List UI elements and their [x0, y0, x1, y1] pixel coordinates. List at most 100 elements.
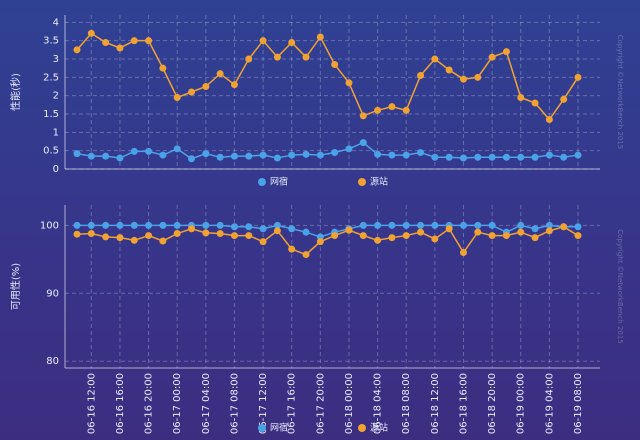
data-point [230, 232, 238, 240]
data-point [359, 139, 367, 147]
legend-label: 源站 [370, 176, 388, 188]
data-point [488, 153, 496, 161]
data-point [159, 64, 167, 72]
y-tick-label: 0 [53, 164, 59, 175]
x-tick-label: 06-19 08:00 [573, 373, 584, 434]
data-point [374, 150, 382, 158]
x-tick-label: 06-18 00:00 [344, 373, 355, 434]
data-point [359, 221, 367, 229]
data-point [116, 221, 124, 229]
data-point [402, 232, 410, 240]
x-tick-label: 06-19 00:00 [516, 373, 527, 434]
y-axis-label: 可用性(%) [9, 263, 22, 310]
data-point [545, 221, 553, 229]
data-point [173, 230, 181, 238]
data-point [259, 225, 267, 233]
watermark: Copyright ©NetworkBench 2015 [616, 35, 624, 150]
data-point [259, 238, 267, 246]
data-point [545, 116, 553, 123]
data-point [359, 232, 367, 240]
data-point [116, 44, 124, 52]
data-point [388, 151, 396, 159]
data-point [388, 221, 396, 229]
data-point [288, 39, 296, 46]
data-point [560, 223, 568, 231]
x-tick-label: 06-16 16:00 [115, 373, 126, 434]
data-point [230, 223, 238, 231]
data-point [474, 228, 482, 236]
y-tick-label: 3.5 [43, 36, 59, 47]
data-point [574, 232, 582, 240]
legend-label: 网宿 [270, 422, 288, 434]
data-point [116, 154, 124, 162]
data-point [245, 152, 253, 160]
data-point [316, 151, 324, 159]
data-point [73, 46, 81, 54]
data-point [73, 230, 81, 238]
data-point [459, 221, 467, 229]
data-point [273, 53, 281, 61]
data-point [188, 225, 196, 233]
data-point [502, 153, 510, 161]
data-point [302, 53, 310, 61]
x-tick-label: 06-18 20:00 [487, 373, 498, 434]
data-point [102, 233, 110, 241]
y-tick-label: 2.5 [43, 72, 59, 83]
data-point [445, 66, 453, 74]
data-point [374, 221, 382, 229]
data-point [302, 251, 310, 259]
data-point [102, 221, 110, 229]
data-point [474, 221, 482, 229]
data-point [545, 227, 553, 235]
data-point [517, 228, 525, 236]
data-point [230, 152, 238, 160]
data-point [302, 228, 310, 236]
data-point [288, 225, 296, 233]
x-tick-label: 06-18 04:00 [373, 373, 384, 434]
y-axis-label: 性能(秒) [9, 73, 22, 111]
data-point [502, 48, 510, 56]
data-point [245, 232, 253, 240]
data-point [517, 221, 525, 229]
data-point [374, 236, 382, 244]
data-point [531, 99, 539, 107]
data-point [502, 232, 510, 240]
y-tick-label: 3 [53, 54, 59, 65]
data-point [417, 72, 425, 79]
data-point [574, 73, 582, 81]
data-point [316, 33, 324, 41]
y-tick-label: 2 [53, 91, 59, 102]
legend-swatch [358, 424, 366, 432]
series-line [76, 32, 579, 121]
data-point [388, 234, 396, 242]
data-point [87, 29, 95, 37]
data-point [159, 221, 167, 229]
data-point [216, 153, 224, 161]
legend-swatch [258, 178, 266, 186]
data-point [345, 145, 353, 153]
data-point [73, 150, 81, 158]
data-point [417, 149, 425, 156]
data-point [359, 112, 367, 120]
data-point [145, 147, 153, 155]
data-point [488, 53, 496, 61]
data-point [188, 155, 196, 163]
data-point [402, 151, 410, 159]
data-point [130, 147, 138, 155]
data-point [87, 152, 95, 160]
data-point [459, 75, 467, 83]
data-point [245, 223, 253, 231]
data-point [474, 73, 482, 81]
data-point [445, 153, 453, 161]
data-point [402, 106, 410, 114]
data-point [545, 151, 553, 159]
data-point [417, 221, 425, 229]
data-point [531, 153, 539, 161]
x-tick-label: 06-16 20:00 [144, 373, 155, 434]
x-tick-label: 06-19 04:00 [544, 373, 555, 434]
data-point [431, 55, 439, 63]
data-point [488, 232, 496, 240]
data-point [517, 153, 525, 161]
x-tick-label: 06-17 20:00 [315, 373, 326, 434]
